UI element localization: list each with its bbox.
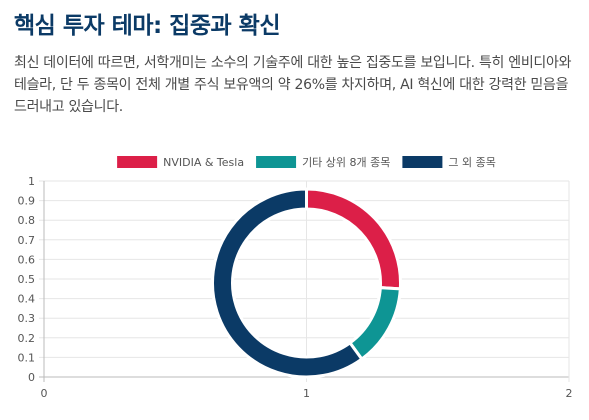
y-tick-label: 0.5 bbox=[18, 273, 36, 286]
y-tick-label: 0 bbox=[28, 371, 35, 384]
description-text: 최신 데이터에 따르면, 서학개미는 소수의 기술주에 대한 높은 집중도를 보… bbox=[14, 55, 572, 115]
doughnut-chart: 0 0.1 0.2 0.3 0.4 0.5 0.6 0.7 0.8 0.9 1 0 1 2 NVIDIA … bbox=[18, 156, 573, 400]
chart-slices bbox=[211, 187, 402, 379]
legend-label: NVIDIA & Tesla bbox=[163, 156, 244, 169]
y-tick-label: 0.2 bbox=[18, 332, 36, 345]
slice-그-외-종목 bbox=[211, 187, 364, 379]
y-tick-label: 0.1 bbox=[18, 351, 36, 364]
chart-legend: NVIDIA & Tesla 기타 상위 8개 종목 그 외 종목 bbox=[117, 156, 496, 169]
y-tick-label: 0.4 bbox=[18, 293, 36, 306]
y-tick-label: 0.9 bbox=[18, 195, 36, 208]
legend-label: 기타 상위 8개 종목 bbox=[302, 156, 390, 169]
x-tick-label: 1 bbox=[303, 387, 310, 400]
legend-swatch bbox=[402, 156, 443, 168]
x-tick-label: 2 bbox=[566, 387, 573, 400]
legend-swatch bbox=[117, 156, 158, 168]
slice-nvidia-tesla bbox=[305, 187, 402, 291]
legend-swatch bbox=[256, 156, 297, 168]
legend-label: 그 외 종목 bbox=[448, 156, 495, 169]
page-title: 핵심 투자 테마: 집중과 확신 bbox=[14, 13, 281, 39]
y-tick-label: 0.6 bbox=[18, 253, 36, 266]
y-tick-label: 0.7 bbox=[18, 234, 36, 247]
y-tick-label: 1 bbox=[28, 175, 35, 188]
chart-grid bbox=[39, 180, 570, 382]
y-tick-label: 0.3 bbox=[18, 312, 36, 325]
y-tick-label: 0.8 bbox=[18, 214, 36, 227]
x-tick-label: 0 bbox=[41, 387, 48, 400]
chart-axes: 0 0.1 0.2 0.3 0.4 0.5 0.6 0.7 0.8 0.9 1 0 1 2 bbox=[18, 175, 573, 400]
